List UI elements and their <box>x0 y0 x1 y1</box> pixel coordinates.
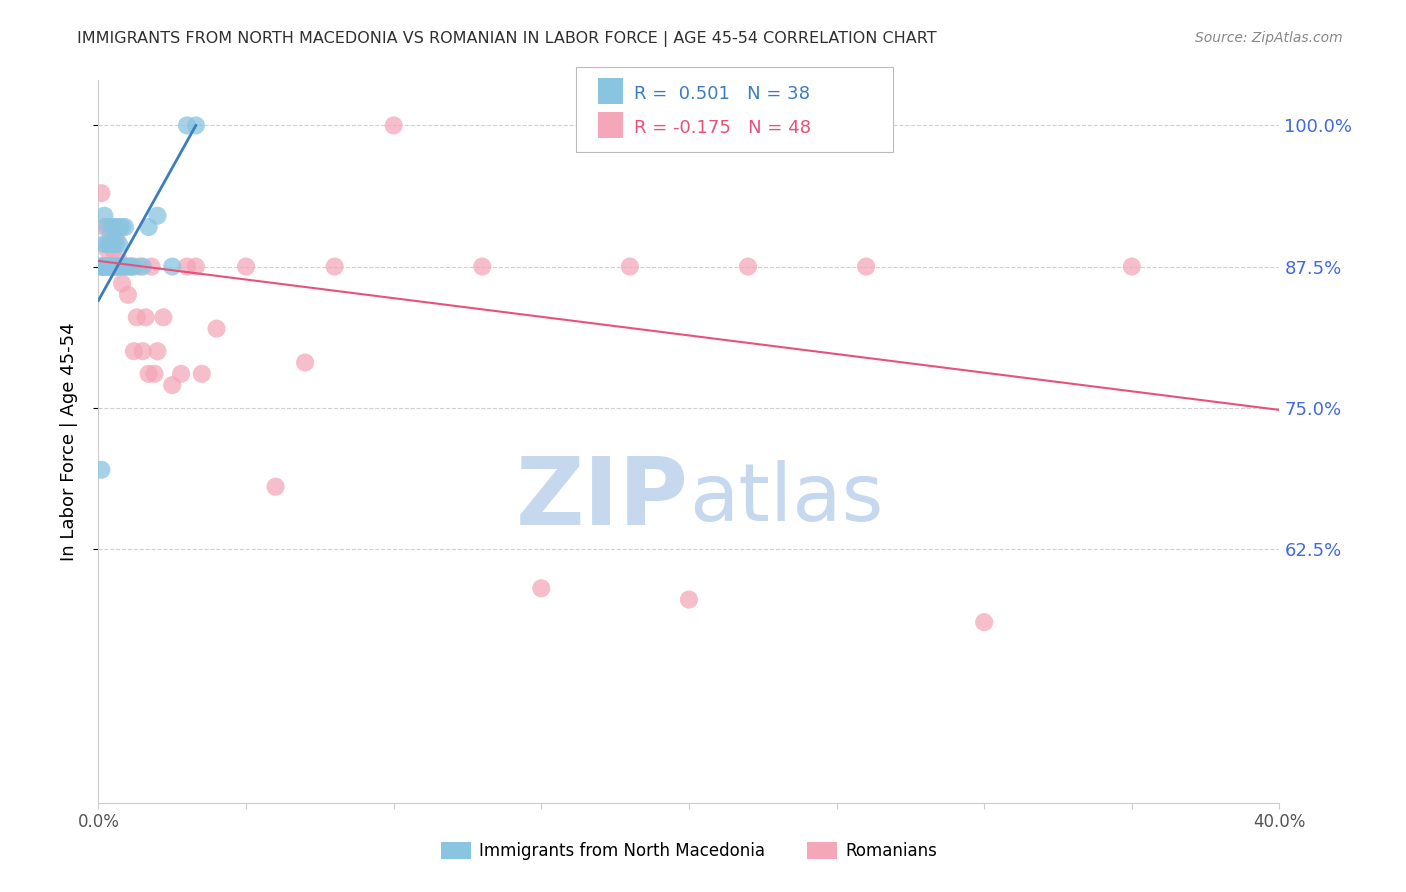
Point <box>108 237 131 252</box>
Legend: Immigrants from North Macedonia, Romanians: Immigrants from North Macedonia, Romania… <box>434 835 943 867</box>
Text: IMMIGRANTS FROM NORTH MACEDONIA VS ROMANIAN IN LABOR FORCE | AGE 45-54 CORRELATI: IMMIGRANTS FROM NORTH MACEDONIA VS ROMAN… <box>77 31 936 47</box>
Point <box>93 260 115 274</box>
Point <box>117 260 139 274</box>
Point <box>114 260 136 274</box>
Point <box>98 260 121 274</box>
Point <box>128 260 150 274</box>
Point <box>105 220 128 235</box>
Point <box>105 237 128 252</box>
Point <box>93 220 115 235</box>
Point <box>96 260 118 274</box>
Point <box>138 220 160 235</box>
Point <box>323 260 346 274</box>
Point <box>93 260 115 274</box>
Point <box>103 220 125 235</box>
Point <box>96 237 118 252</box>
Point <box>105 260 128 274</box>
Point <box>98 237 121 252</box>
Point <box>93 260 115 274</box>
Point <box>108 260 131 274</box>
Point <box>120 260 142 274</box>
Point <box>125 310 148 325</box>
Point <box>96 243 118 257</box>
Point <box>382 119 405 133</box>
Point <box>90 186 112 201</box>
Text: R = -0.175   N = 48: R = -0.175 N = 48 <box>634 119 811 136</box>
Point <box>152 310 174 325</box>
Point <box>122 344 145 359</box>
Point <box>294 355 316 369</box>
Point <box>146 209 169 223</box>
Point <box>108 260 131 274</box>
Point <box>98 260 121 274</box>
Point <box>855 260 877 274</box>
Point <box>1121 260 1143 274</box>
Point <box>264 480 287 494</box>
Text: Source: ZipAtlas.com: Source: ZipAtlas.com <box>1195 31 1343 45</box>
Point <box>619 260 641 274</box>
Point <box>170 367 193 381</box>
Point <box>93 209 115 223</box>
Point <box>678 592 700 607</box>
Point <box>96 260 118 274</box>
Point <box>135 310 157 325</box>
Point <box>162 260 183 274</box>
Point <box>737 260 759 274</box>
Y-axis label: In Labor Force | Age 45-54: In Labor Force | Age 45-54 <box>59 322 77 561</box>
Point <box>103 260 125 274</box>
Point <box>90 463 112 477</box>
Point <box>93 237 115 252</box>
Point <box>117 287 139 301</box>
Point <box>471 260 494 274</box>
Point <box>108 220 131 235</box>
Point <box>184 119 207 133</box>
Point <box>132 260 155 274</box>
Point <box>143 367 166 381</box>
Point <box>103 243 125 257</box>
Point <box>530 582 553 596</box>
Point <box>973 615 995 629</box>
Point <box>111 260 134 274</box>
Point <box>191 367 214 381</box>
Point <box>90 260 112 274</box>
Point <box>138 367 160 381</box>
Point <box>111 220 134 235</box>
Point <box>114 220 136 235</box>
Point <box>90 260 112 274</box>
Point <box>184 260 207 274</box>
Point <box>96 260 118 274</box>
Point <box>146 344 169 359</box>
Point <box>90 260 112 274</box>
Point <box>105 231 128 245</box>
Point <box>98 220 121 235</box>
Text: R =  0.501   N = 38: R = 0.501 N = 38 <box>634 85 810 103</box>
Text: atlas: atlas <box>689 460 883 539</box>
Point <box>111 277 134 291</box>
Point <box>235 260 257 274</box>
Point <box>96 220 118 235</box>
Point <box>105 260 128 274</box>
Point <box>176 119 198 133</box>
Point <box>162 378 183 392</box>
Point <box>132 344 155 359</box>
Point <box>108 253 131 268</box>
Text: ZIP: ZIP <box>516 453 689 545</box>
Point <box>103 260 125 274</box>
Point <box>98 260 121 274</box>
Point <box>176 260 198 274</box>
Point <box>96 260 118 274</box>
Point <box>98 260 121 274</box>
Point <box>122 260 145 274</box>
Point <box>114 260 136 274</box>
Point <box>103 260 125 274</box>
Point <box>120 260 142 274</box>
Point <box>141 260 163 274</box>
Point <box>103 237 125 252</box>
Point <box>205 321 228 335</box>
